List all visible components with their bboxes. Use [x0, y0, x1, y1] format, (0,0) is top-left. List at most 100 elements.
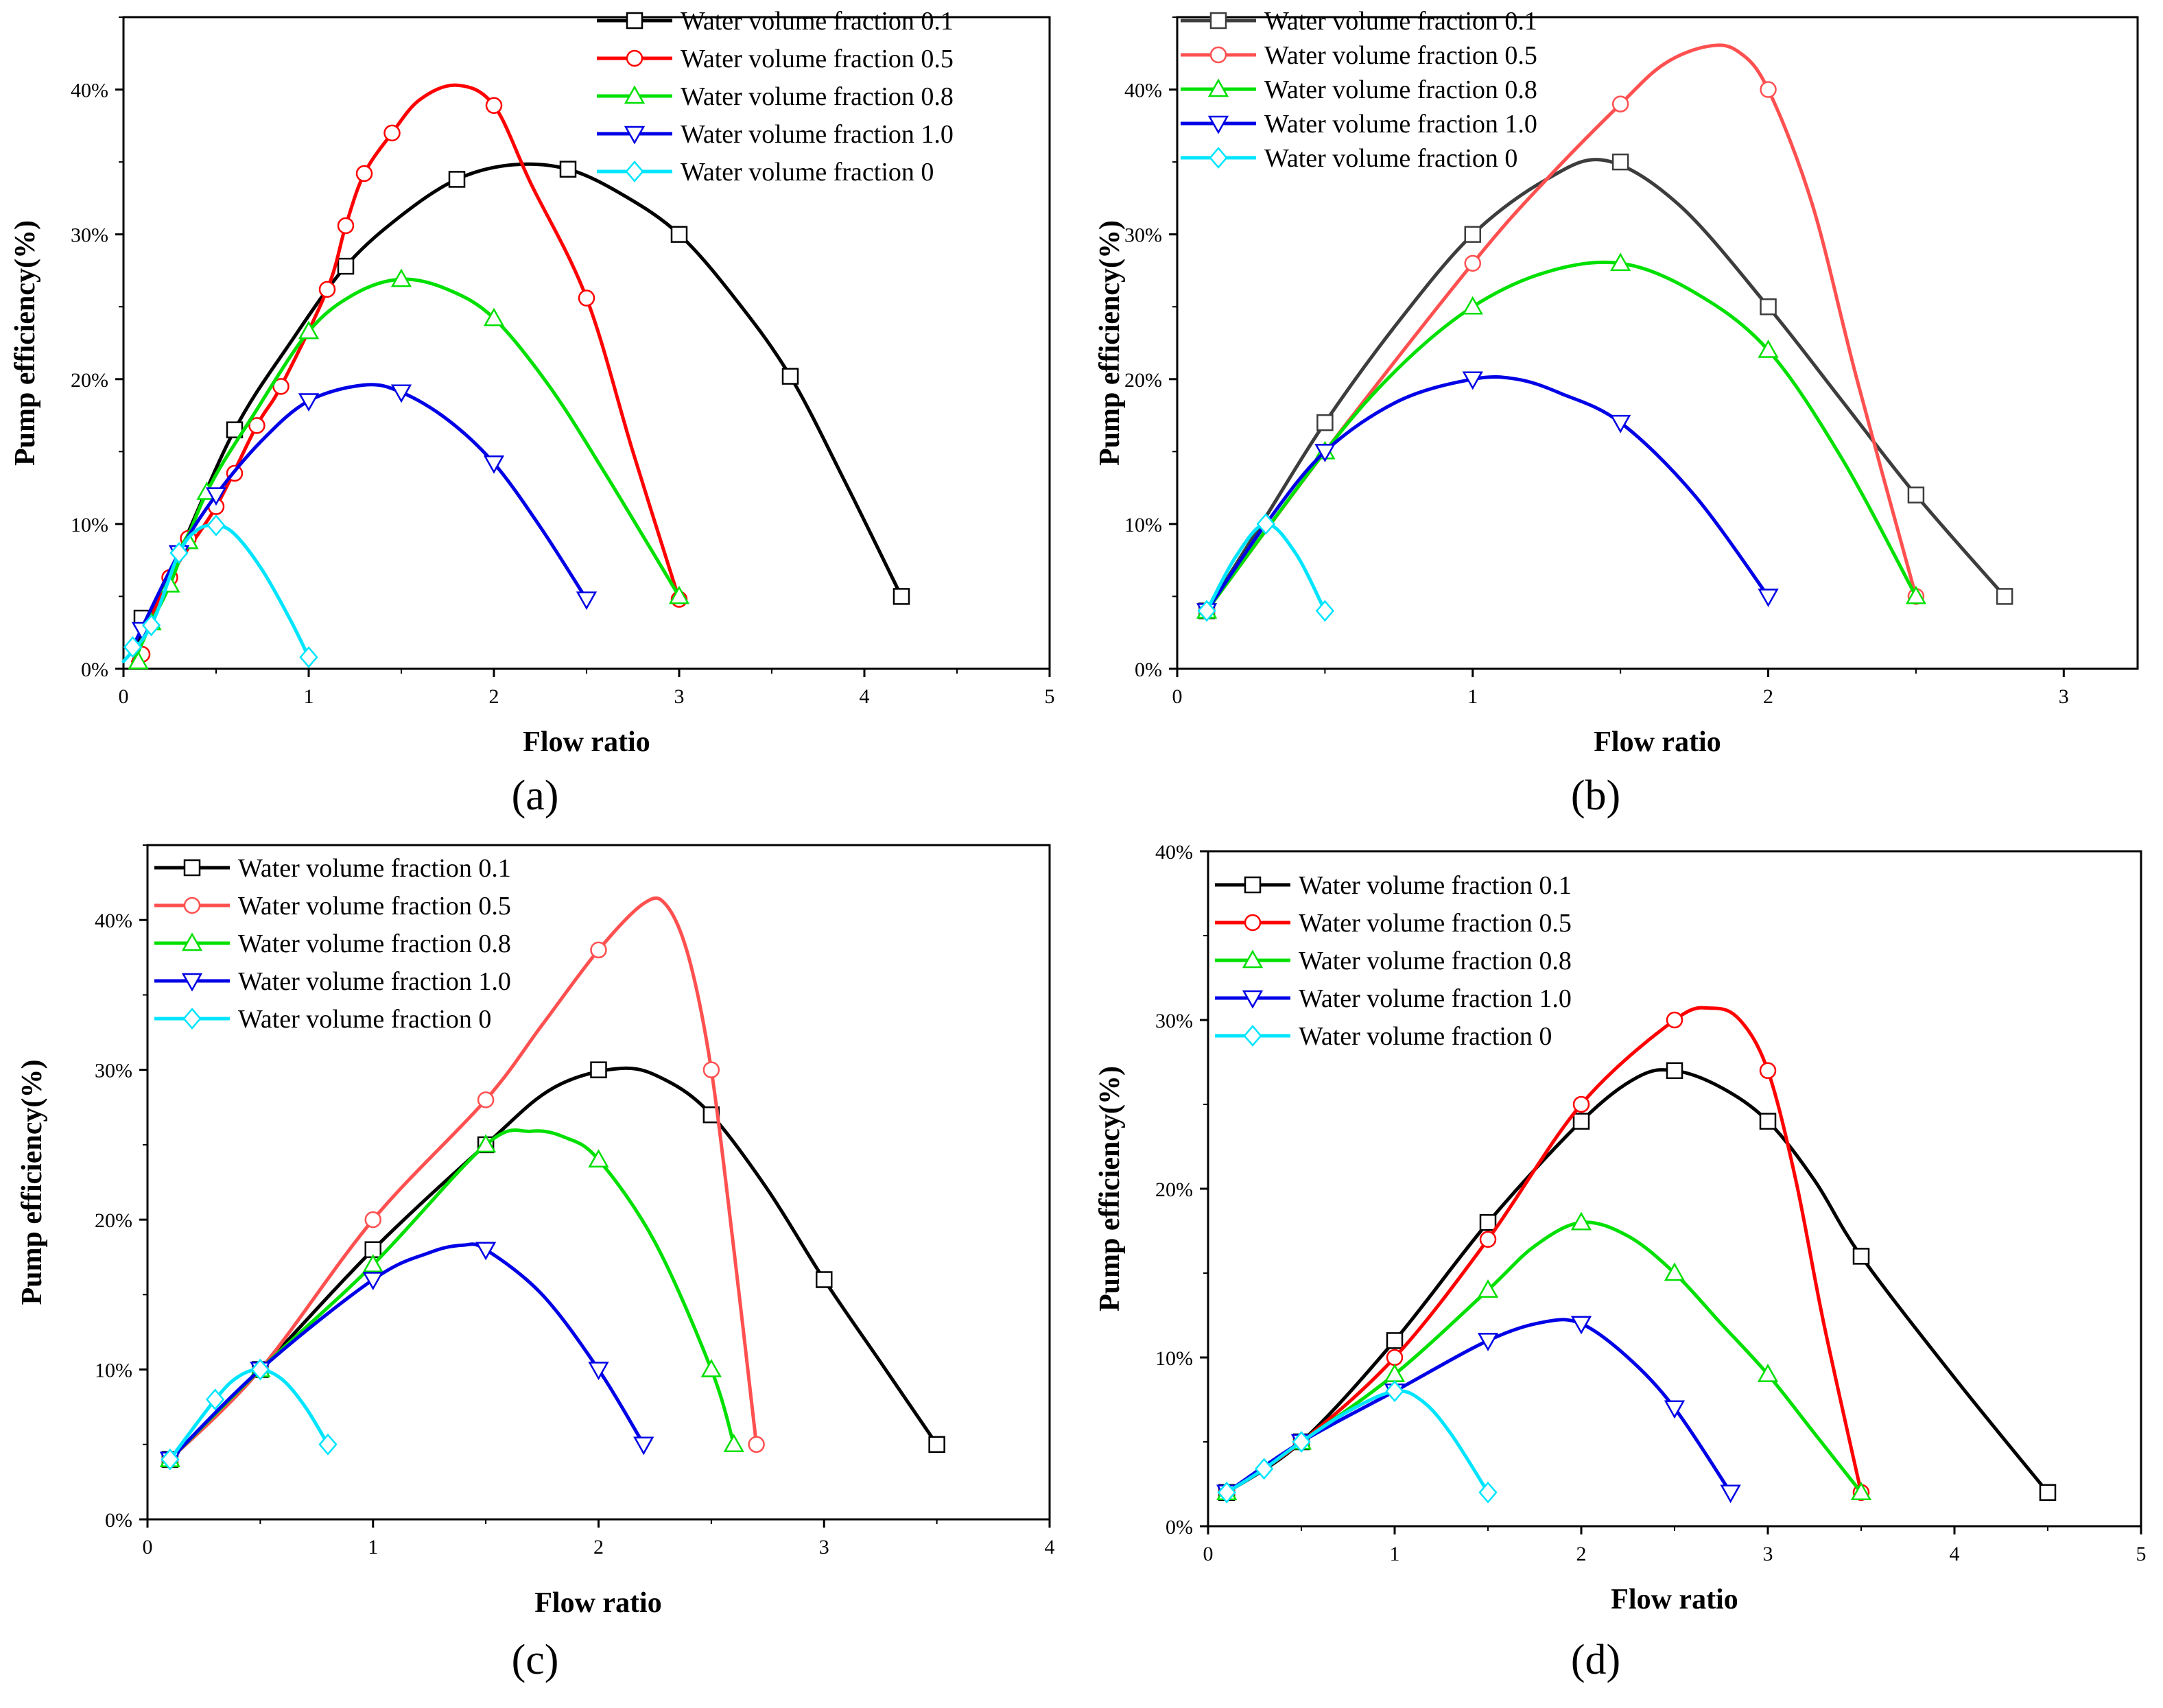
- data-point: [1611, 153, 1629, 171]
- y-tick-label: 30%: [71, 224, 108, 247]
- x-tick-label: 4: [860, 685, 870, 708]
- data-point: [485, 97, 503, 115]
- legend: Water volume fraction 0.1 Water volume fr…: [1215, 871, 1572, 1051]
- legend-label: Water volume fraction 1.0: [1299, 984, 1572, 1013]
- legend-item: Water volume fraction 0.8: [154, 929, 511, 958]
- series-line: [168, 1128, 736, 1462]
- legend-marker: [626, 49, 643, 67]
- legend-marker: [1209, 12, 1227, 29]
- x-tick-label: 2: [1576, 1543, 1587, 1565]
- x-tick-label: 0: [1172, 685, 1183, 708]
- series-line: [168, 896, 759, 1462]
- data-point: [298, 320, 320, 340]
- series-wvf-1-0: [1216, 1316, 1741, 1504]
- data-point: [1757, 1364, 1779, 1382]
- legend-marker: [1209, 147, 1228, 169]
- chart-d: 0 1 2 3 4 5 0% 10% 20% 30% 40% Flow ratio Pump effic…: [1094, 841, 2147, 1683]
- data-point: [1254, 1458, 1274, 1480]
- data-point: [590, 1061, 607, 1078]
- y-axis: 0% 10% 20% 30% 40%: [1155, 841, 1208, 1539]
- data-point: [928, 1436, 945, 1454]
- series-wvf-0: [121, 514, 318, 669]
- data-point: [272, 378, 289, 395]
- legend-marker: [181, 932, 203, 951]
- data-point: [700, 1359, 722, 1377]
- data-point: [477, 1091, 495, 1108]
- x-tick-label: 5: [1045, 685, 1055, 708]
- data-point: [1610, 414, 1631, 434]
- panel-caption: (c): [512, 1637, 559, 1683]
- legend-marker: [1209, 46, 1227, 64]
- panel-caption: (d): [1571, 1637, 1620, 1683]
- y-tick-label: 40%: [1155, 844, 1193, 864]
- legend-label: Water volume fraction 0.8: [1264, 75, 1537, 104]
- y-axis: 0% 10% 20% 30% 40%: [95, 844, 147, 1532]
- x-tick-label: 4: [1045, 1536, 1055, 1558]
- legend-label: Water volume fraction 0.1: [1264, 7, 1537, 36]
- data-point: [893, 588, 910, 605]
- y-tick-label: 0%: [81, 659, 108, 681]
- data-point: [1462, 371, 1483, 390]
- legend-marker: [1242, 949, 1264, 969]
- series-wvf-0-1: [131, 161, 910, 656]
- y-axis-title: Pump efficiency(%): [1094, 1066, 1126, 1312]
- data-point: [483, 307, 505, 327]
- data-point: [1572, 1113, 1590, 1130]
- legend-item: Water volume fraction 0.8: [1181, 75, 1537, 104]
- data-point: [588, 1149, 609, 1167]
- x-axis: 0 1 2 3: [1172, 669, 2069, 708]
- series-line: [1225, 1318, 1733, 1495]
- x-axis: 0 1 2 3 4 5: [1203, 1526, 2147, 1565]
- x-tick-label: 3: [2059, 685, 2069, 708]
- y-tick-label: 10%: [1155, 1347, 1193, 1370]
- series-line: [1205, 260, 1918, 613]
- data-point: [748, 1436, 765, 1454]
- data-point: [141, 614, 161, 637]
- legend-label: Water volume fraction 0.1: [238, 854, 511, 883]
- legend-label: Water volume fraction 0.1: [681, 7, 954, 36]
- data-point: [250, 1358, 270, 1381]
- series-line: [131, 162, 903, 656]
- legend-label: Water volume fraction 0.5: [238, 892, 511, 921]
- x-tick-label: 0: [119, 685, 129, 708]
- data-point: [668, 585, 690, 604]
- data-point: [123, 636, 143, 659]
- data-point: [1477, 1279, 1499, 1298]
- y-tick-label: 40%: [71, 80, 108, 102]
- data-point: [578, 289, 595, 307]
- legend-marker: [183, 859, 201, 877]
- series-line: [1225, 1220, 1863, 1495]
- data-point: [1314, 444, 1336, 462]
- legend-label: Water volume fraction 1.0: [681, 120, 954, 149]
- chart-panel-c: 0 1 2 3 4 0% 10% 20% 30% 40% Flow ratio Pump effici…: [0, 844, 1081, 1705]
- chart-panel-d: 0 1 2 3 4 5 0% 10% 20% 30% 40% Flow ratio Pump effic…: [1081, 841, 2163, 1705]
- legend-label: Water volume fraction 1.0: [1264, 110, 1537, 139]
- y-tick-label: 20%: [71, 369, 108, 392]
- data-point: [362, 1272, 383, 1291]
- y-tick-label: 30%: [95, 1060, 132, 1082]
- data-point: [633, 1436, 654, 1456]
- data-point: [1385, 1380, 1404, 1403]
- x-axis-title: Flow ratio: [1594, 726, 1721, 758]
- x-tick-label: 5: [2136, 1543, 2147, 1565]
- series-wvf-0-1: [1218, 1062, 2057, 1502]
- data-point: [1292, 1431, 1311, 1453]
- x-tick-label: 3: [819, 1536, 829, 1558]
- legend-marker: [626, 12, 643, 29]
- legend-marker: [1207, 115, 1229, 134]
- legend-item: Water volume fraction 0.5: [1181, 41, 1537, 70]
- data-point: [1316, 414, 1334, 431]
- series-line: [1205, 375, 1770, 613]
- data-point: [1759, 1062, 1777, 1080]
- data-point: [362, 1254, 383, 1272]
- legend-marker: [182, 1008, 202, 1030]
- legend-marker: [1244, 914, 1262, 932]
- legend-label: Water volume fraction 0: [238, 1005, 491, 1034]
- series-wvf-0-8: [159, 1128, 744, 1467]
- legend-label: Water volume fraction 0.1: [1299, 871, 1572, 900]
- series-wvf-0-1: [161, 1061, 945, 1468]
- data-point: [816, 1271, 833, 1288]
- legend-item: Water volume fraction 0: [1215, 1022, 1552, 1051]
- data-point: [1464, 254, 1482, 272]
